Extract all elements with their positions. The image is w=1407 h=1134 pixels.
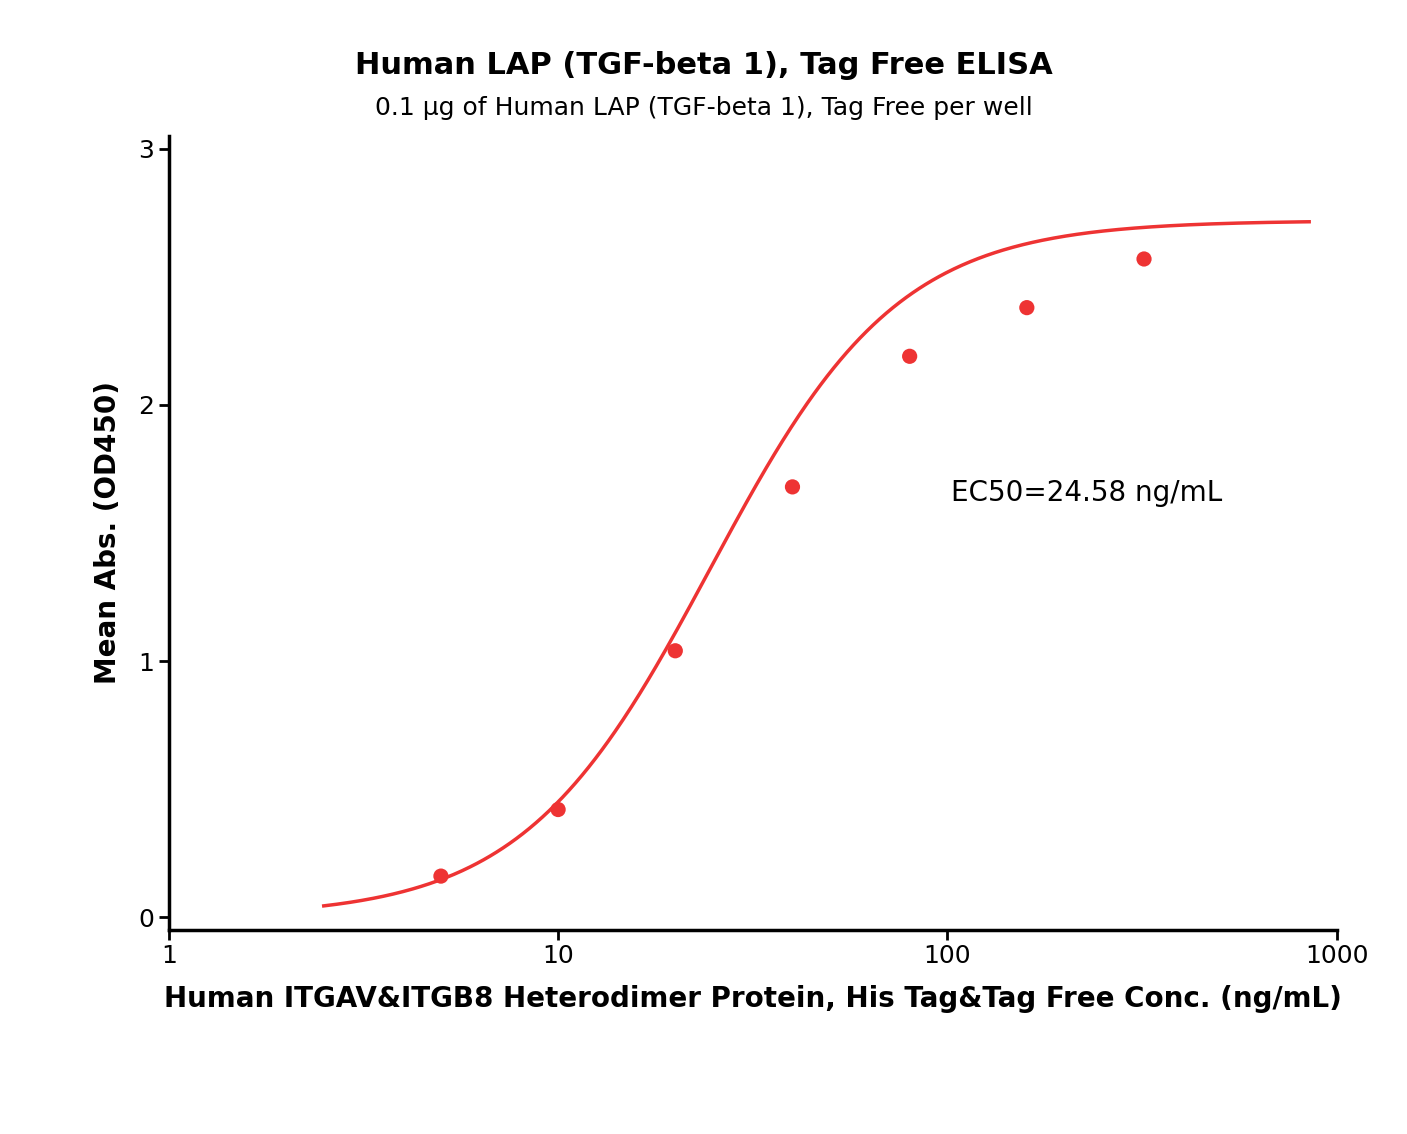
Y-axis label: Mean Abs. (OD450): Mean Abs. (OD450)	[94, 381, 121, 685]
Point	[1016, 298, 1038, 316]
Point	[899, 347, 922, 365]
Point	[547, 801, 570, 819]
Point	[429, 868, 452, 886]
Text: 0.1 μg of Human LAP (TGF-beta 1), Tag Free per well: 0.1 μg of Human LAP (TGF-beta 1), Tag Fr…	[374, 96, 1033, 120]
Text: EC50=24.58 ng/mL: EC50=24.58 ng/mL	[951, 480, 1223, 507]
Point	[781, 477, 803, 496]
X-axis label: Human ITGAV&ITGB8 Heterodimer Protein, His Tag&Tag Free Conc. (ng/mL): Human ITGAV&ITGB8 Heterodimer Protein, H…	[163, 985, 1342, 1013]
Point	[1133, 249, 1155, 268]
Text: Human LAP (TGF-beta 1), Tag Free ELISA: Human LAP (TGF-beta 1), Tag Free ELISA	[355, 51, 1052, 81]
Point	[664, 642, 687, 660]
